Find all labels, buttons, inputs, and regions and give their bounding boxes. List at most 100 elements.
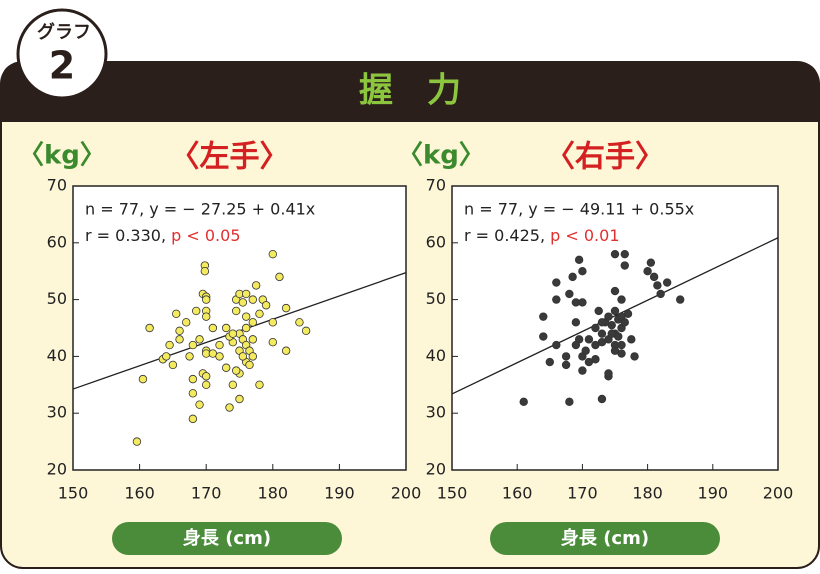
point: [676, 295, 685, 304]
point: [188, 374, 198, 384]
y-tick-label: 30: [426, 403, 446, 422]
y-tick-label: 30: [47, 403, 67, 422]
point: [185, 352, 194, 361]
y-tick-label: 70: [47, 176, 67, 195]
badge-label: グラフ: [37, 21, 91, 43]
point: [228, 329, 238, 338]
point: [578, 366, 587, 375]
x-tick-label: 170: [191, 484, 222, 503]
point: [255, 380, 264, 389]
point: [646, 258, 656, 267]
x-tick-label: 150: [437, 484, 468, 503]
point: [552, 295, 561, 304]
point: [539, 332, 548, 341]
y-tick-label: 20: [47, 460, 67, 479]
x-tick-label: 200: [391, 484, 422, 503]
y-tick-label: 20: [426, 460, 446, 479]
point: [245, 360, 254, 370]
trendline: [451, 237, 779, 395]
point: [519, 397, 528, 407]
point: [610, 346, 620, 355]
point: [568, 272, 577, 282]
point: [201, 372, 211, 381]
point: [248, 352, 258, 361]
point: [221, 363, 231, 372]
point: [578, 267, 587, 276]
point: [248, 318, 258, 327]
point: [578, 298, 587, 307]
point: [255, 309, 264, 318]
y-tick-label: 60: [47, 232, 67, 251]
x-tick-label: 190: [698, 484, 729, 503]
plot-area: [451, 185, 779, 471]
point: [295, 318, 304, 327]
point: [610, 249, 620, 259]
point: [248, 295, 258, 304]
point: [597, 318, 607, 327]
point: [275, 272, 284, 282]
point: [201, 312, 211, 321]
point: [200, 267, 210, 276]
annotation: r = 0.425, p < 0.01: [464, 226, 620, 245]
point: [604, 369, 613, 378]
point: [241, 289, 251, 299]
point: [630, 352, 639, 361]
point: [617, 340, 626, 350]
point: [604, 312, 613, 321]
point: [607, 320, 616, 330]
plot-area: [72, 185, 407, 471]
x-tick-label: 150: [58, 484, 89, 503]
point: [594, 306, 603, 316]
point: [195, 335, 204, 344]
chart-title: 〈右手〉: [545, 140, 665, 175]
point: [192, 306, 201, 316]
x-tick-label: 170: [567, 484, 598, 503]
point: [188, 414, 198, 424]
y-tick-label: 50: [426, 289, 446, 308]
point: [591, 340, 600, 350]
point: [620, 261, 629, 270]
header-bar: [1, 62, 819, 122]
x-tick-label: 190: [324, 484, 355, 503]
point: [228, 380, 238, 389]
point: [175, 326, 184, 336]
point: [268, 318, 277, 327]
x-axis-label: 身長 (cm): [561, 527, 649, 549]
annotation-fit: n = 77, y = − 49.11 + 0.55x: [464, 200, 694, 219]
point: [235, 394, 244, 404]
point: [238, 298, 248, 307]
y-tick-label: 50: [47, 289, 67, 308]
header-title: 握 力: [359, 71, 461, 111]
point: [268, 249, 277, 259]
point: [552, 278, 561, 287]
y-tick-label: 70: [426, 176, 446, 195]
point: [172, 309, 181, 318]
point: [281, 346, 291, 355]
x-tick-label: 160: [124, 484, 155, 503]
point: [268, 338, 277, 347]
annotation-p: p < 0.05: [171, 226, 240, 245]
x-tick-label: 160: [502, 484, 533, 503]
point: [581, 346, 590, 355]
point: [231, 366, 241, 375]
point: [617, 295, 626, 304]
point: [225, 403, 234, 412]
point: [623, 309, 633, 318]
point: [565, 289, 574, 299]
point: [591, 323, 600, 333]
point: [261, 301, 271, 310]
point: [571, 340, 581, 350]
point: [643, 267, 652, 276]
x-axis-pill: [112, 522, 342, 555]
y-axis-label: 〈kg〉: [397, 141, 485, 171]
point: [584, 335, 594, 344]
point: [662, 278, 672, 287]
point: [597, 394, 607, 404]
point: [162, 352, 171, 361]
point: [561, 360, 571, 370]
point: [221, 323, 231, 333]
point: [597, 329, 607, 338]
point: [195, 400, 204, 409]
annotation-p: p < 0.01: [550, 226, 619, 245]
